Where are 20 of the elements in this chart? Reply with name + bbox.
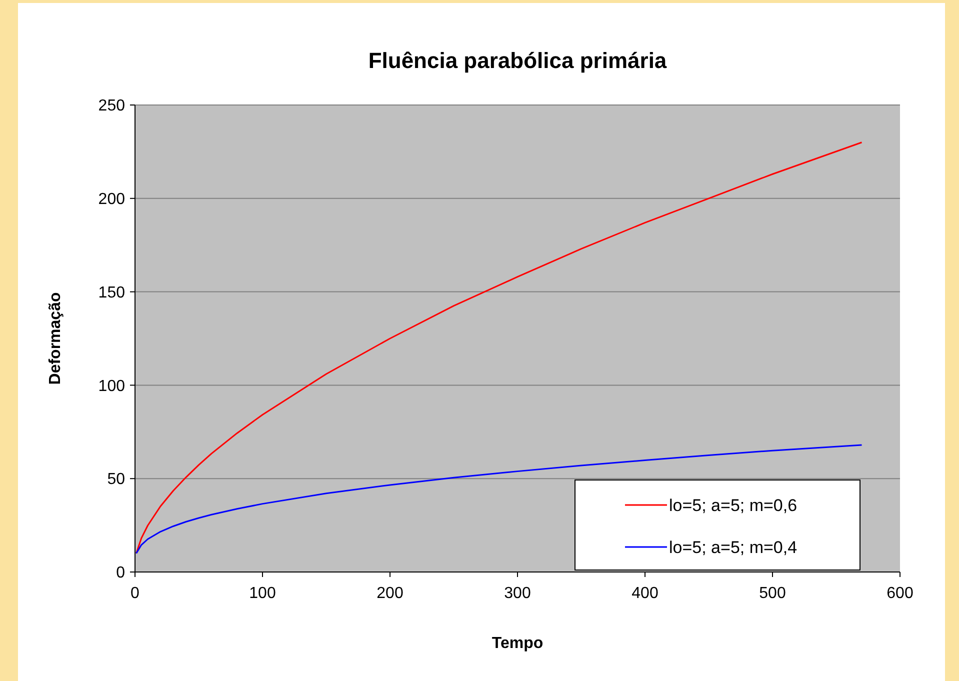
x-tick-label: 200 <box>376 585 404 602</box>
y-tick-label: 50 <box>107 471 126 488</box>
x-tick-label: 300 <box>504 585 531 602</box>
y-tick-label: 200 <box>98 191 126 208</box>
x-tick-label: 600 <box>886 585 914 602</box>
x-tick-label: 400 <box>632 585 658 602</box>
y-tick-label: 0 <box>116 564 126 582</box>
x-tick-label: 500 <box>759 585 786 602</box>
x-tick-label: 0 <box>130 585 140 602</box>
y-tick-label: 100 <box>98 378 126 395</box>
chart-title: Fluência parabólica primária <box>368 48 668 73</box>
y-axis-title: Deformação <box>47 292 64 385</box>
y-tick-label: 150 <box>98 284 126 302</box>
line-series <box>136 142 862 554</box>
legend-label: lo=5; a=5; m=0,4 <box>669 538 798 557</box>
y-tick-label: 250 <box>98 98 126 115</box>
line-series <box>136 444 862 554</box>
x-axis-title: Tempo <box>492 635 544 652</box>
legend-label: lo=5; a=5; m=0,6 <box>669 496 798 515</box>
x-tick-label: 100 <box>249 585 276 602</box>
